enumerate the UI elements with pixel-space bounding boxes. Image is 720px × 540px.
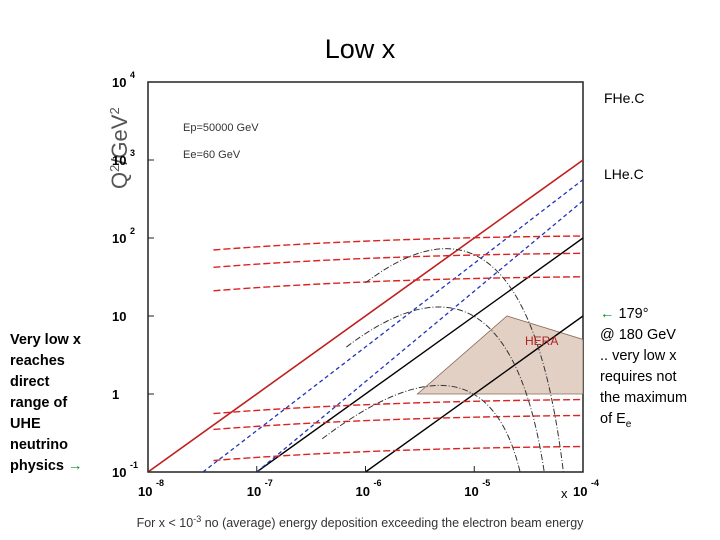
x-tick-exponent: -5 <box>482 478 490 488</box>
x-tick-exponent: -6 <box>374 478 382 488</box>
y-tick-exponent: 3 <box>130 148 135 158</box>
left-note-line: reaches <box>10 351 110 372</box>
left-arrow-icon: ← <box>600 306 615 322</box>
fhec-label: FHe.C <box>604 90 644 106</box>
x-tick-label: 10 <box>138 484 152 499</box>
x-tick-label: 10 <box>356 484 370 499</box>
x-tick-exponent: -7 <box>265 478 273 488</box>
left-note-line: physics → <box>10 456 110 477</box>
left-note-line: range of <box>10 393 110 414</box>
left-note-line: Very low x <box>10 330 110 351</box>
y-tick-exponent: 4 <box>130 70 135 80</box>
energy-curve <box>213 253 583 267</box>
left-note-line: UHE <box>10 414 110 435</box>
left-note-line: direct <box>10 372 110 393</box>
angle-curve <box>322 385 520 472</box>
lhec-label: LHe.C <box>604 166 644 182</box>
x-tick-exponent: -8 <box>156 478 164 488</box>
right-arrow-icon: → <box>68 458 83 474</box>
beam-energy-legend: Ep=50000 GeV Ee=60 GeV <box>183 122 259 161</box>
kinematic-limit-line <box>148 160 583 472</box>
y-tick-label: 10 <box>112 465 126 480</box>
left-note-line: neutrino <box>10 435 110 456</box>
x-tick-label: 10 <box>573 484 587 499</box>
energy-curve <box>213 415 583 429</box>
y-tick-label: 1 <box>112 387 119 402</box>
y-tick-label: 10 <box>112 309 126 324</box>
energy-curve <box>213 236 583 250</box>
y-tick-exponent: 2 <box>130 226 135 236</box>
left-note: Very low x reaches direct range of UHE n… <box>10 330 110 477</box>
legend-ep: Ep=50000 GeV <box>183 122 259 134</box>
y-tick-exponent: -1 <box>130 460 138 470</box>
x-axis-symbol: x <box>561 486 568 501</box>
x-tick-exponent: -4 <box>591 478 599 488</box>
x-tick-label: 10 <box>464 484 478 499</box>
y-tick-label: 10 <box>112 231 126 246</box>
y-tick-label: 10 <box>112 75 126 90</box>
legend-ee: Ee=60 GeV <box>183 149 241 161</box>
energy-curve <box>213 277 583 291</box>
hera-region <box>417 316 583 394</box>
hera-label: HERA <box>525 334 558 348</box>
bottom-footnote: For x < 10-3 no (average) energy deposit… <box>0 514 720 530</box>
right-note: ← 179° @ 180 GeV .. very low x requires … <box>600 304 718 435</box>
energy-curve <box>213 400 583 414</box>
x-tick-label: 10 <box>247 484 261 499</box>
y-tick-label: 10 <box>112 153 126 168</box>
